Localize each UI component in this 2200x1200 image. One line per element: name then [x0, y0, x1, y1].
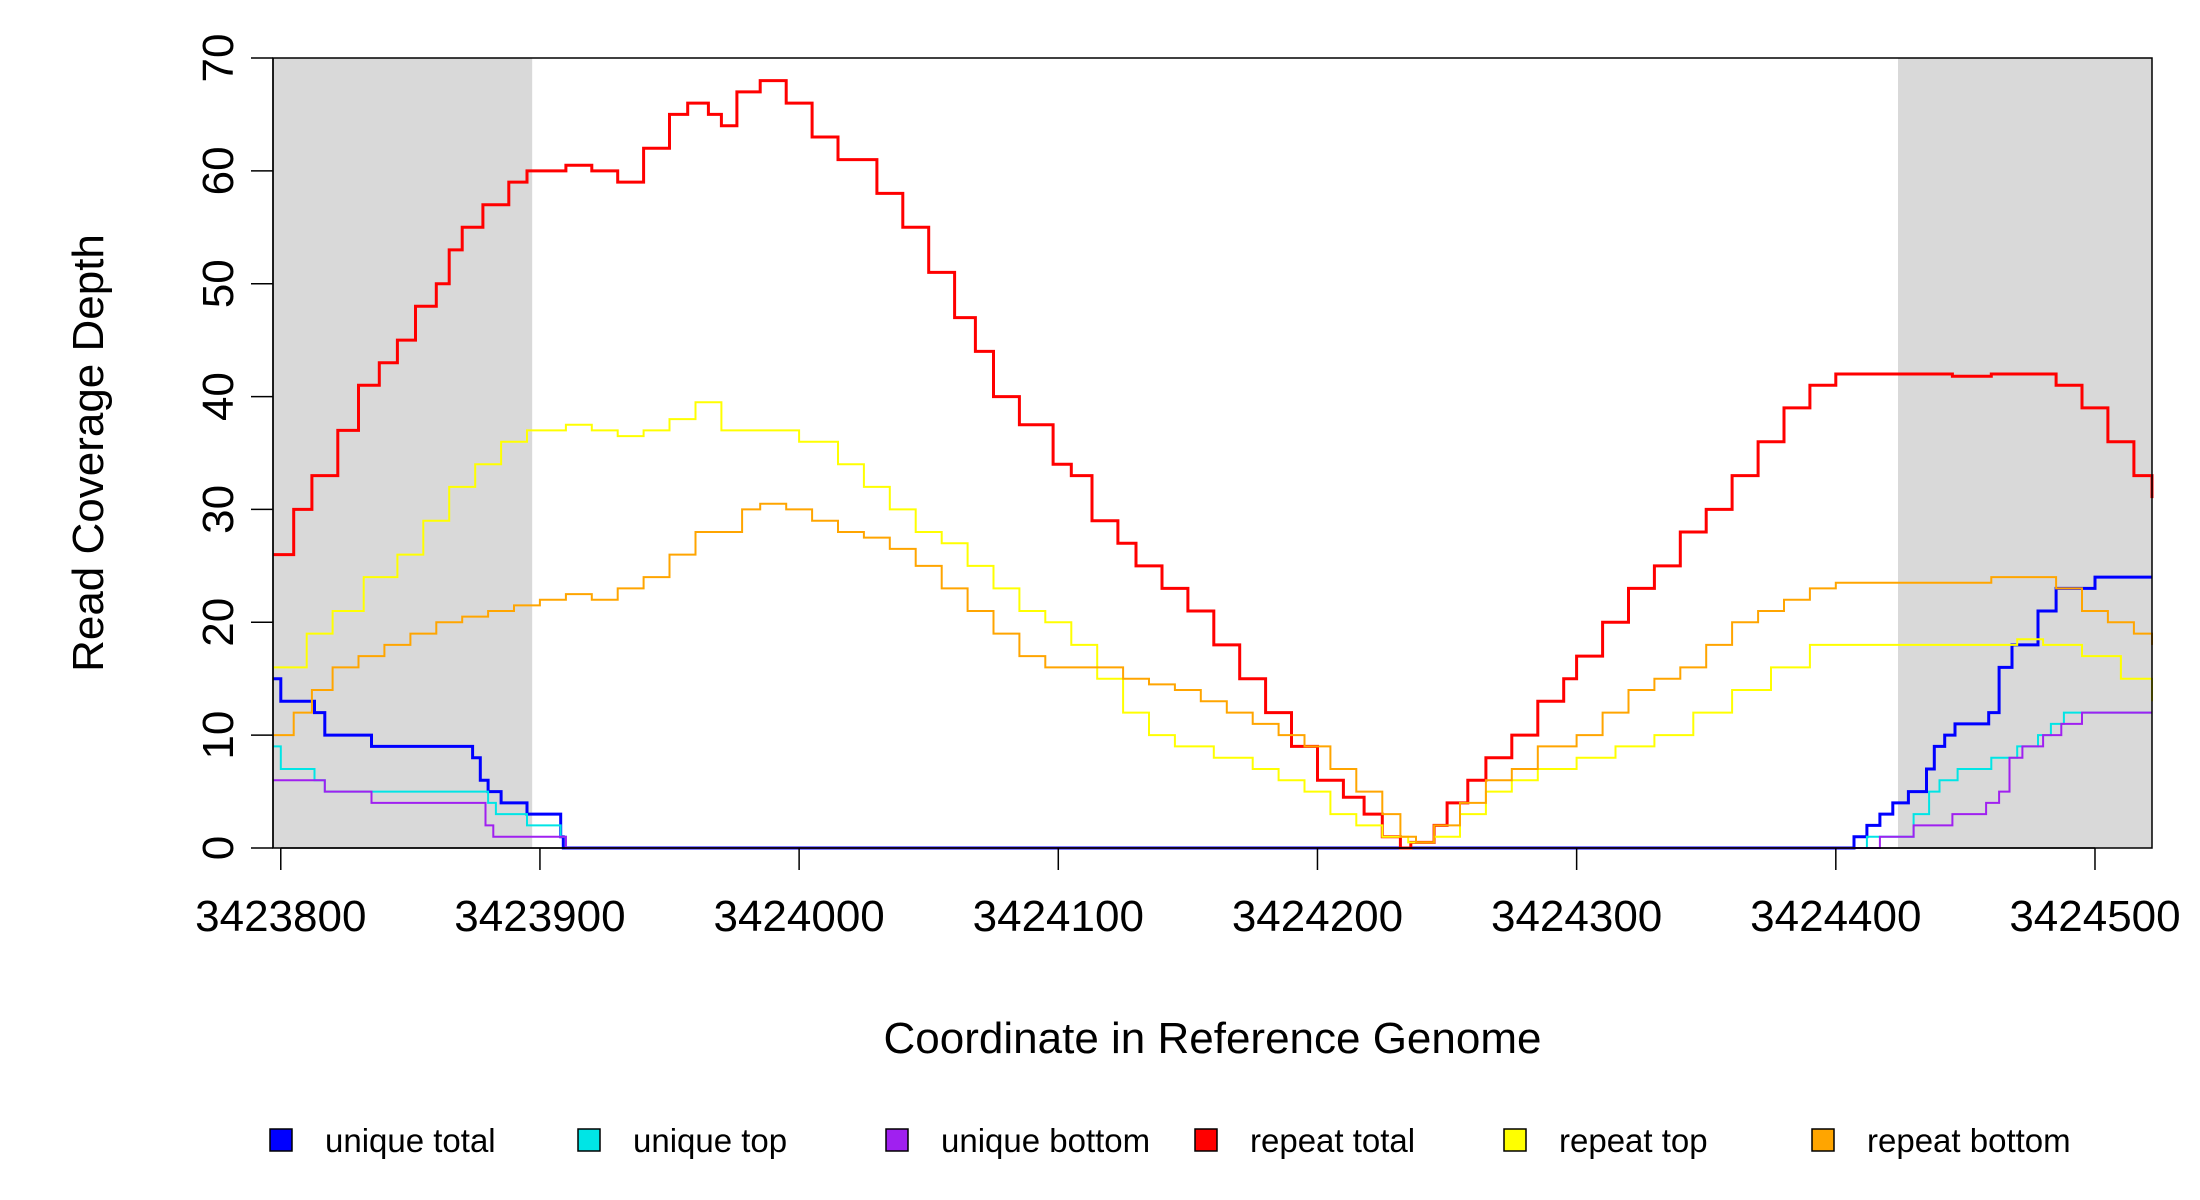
y-tick-label: 60 — [194, 146, 243, 195]
legend-swatch — [269, 1128, 293, 1152]
legend-label: repeat bottom — [1867, 1122, 2071, 1159]
y-tick-label: 50 — [194, 259, 243, 308]
y-tick-label: 20 — [194, 598, 243, 647]
x-tick-label: 3424400 — [1750, 892, 1921, 941]
legend-swatch — [885, 1128, 909, 1152]
x-axis-title: Coordinate in Reference Genome — [884, 1014, 1542, 1063]
legend-label: repeat total — [1250, 1122, 1415, 1159]
legend-swatch — [577, 1128, 601, 1152]
y-tick-label: 70 — [194, 34, 243, 83]
y-tick-label: 0 — [194, 836, 243, 860]
y-axis: 0 10 20 30 40 50 60 70 — [194, 34, 274, 860]
legend-swatch — [1194, 1128, 1218, 1152]
x-tick-label: 3424300 — [1491, 892, 1662, 941]
x-tick-label: 3424000 — [713, 892, 884, 941]
series-line-unique-bottom — [273, 711, 2152, 849]
y-tick-label: 30 — [194, 485, 243, 534]
legend-label: unique top — [633, 1122, 787, 1159]
x-axis: 3423800 3423900 3424000 3424100 3424200 34243… — [195, 847, 2181, 941]
y-axis-title: Read Coverage Depth — [64, 234, 113, 672]
series-lines — [273, 79, 2154, 850]
x-tick-label: 3424200 — [1232, 892, 1403, 941]
shaded-region-1 — [1898, 58, 2152, 848]
plot-border — [272, 57, 2153, 849]
legend-label: repeat top — [1559, 1122, 1708, 1159]
legend: unique total unique top unique bottom repea… — [269, 1122, 2071, 1159]
series-line-repeat-bottom — [273, 502, 2153, 844]
x-tick-label: 3423800 — [195, 892, 366, 941]
series-line-repeat-total — [273, 79, 2154, 850]
y-tick-label: 40 — [194, 372, 243, 421]
legend-swatch — [1811, 1128, 1835, 1152]
legend-label: unique total — [325, 1122, 496, 1159]
legend-label: unique bottom — [941, 1122, 1150, 1159]
shaded-region-0 — [273, 58, 533, 848]
x-tick-label: 3424100 — [973, 892, 1144, 941]
series-line-unique-total — [273, 575, 2152, 850]
y-tick-label: 10 — [194, 711, 243, 760]
series-line-unique-top — [273, 711, 2152, 849]
series-line-repeat-top — [273, 401, 2153, 844]
x-tick-label: 3424500 — [2009, 892, 2180, 941]
legend-swatch — [1503, 1128, 1527, 1152]
shaded-regions — [273, 58, 2152, 848]
x-tick-label: 3423900 — [454, 892, 625, 941]
